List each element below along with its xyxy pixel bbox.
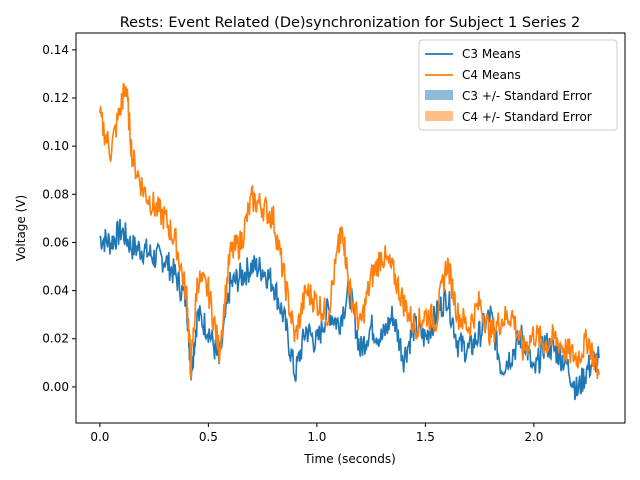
x-tick-label: 1.0 xyxy=(307,430,326,444)
x-tick-label: 0.0 xyxy=(90,430,109,444)
y-axis: 0.00 0.02 0.04 0.06 0.08 0.10 0.12 0.14 xyxy=(42,43,76,394)
y-tick-label: 0.12 xyxy=(42,91,69,105)
legend-label-c4-error: C4 +/- Standard Error xyxy=(462,110,592,124)
y-axis-label: Voltage (V) xyxy=(14,195,28,261)
y-tick-label: 0.06 xyxy=(42,235,69,249)
x-axis: 0.0 0.5 1.0 1.5 2.0 xyxy=(90,423,543,444)
plot-area xyxy=(99,80,600,403)
x-tick-label: 0.5 xyxy=(199,430,218,444)
axes-frame xyxy=(75,32,626,424)
y-tick-label: 0.08 xyxy=(42,187,69,201)
series-line-c3-means xyxy=(99,218,600,401)
y-tick-label: 0.10 xyxy=(42,139,69,153)
series-line-c4-means xyxy=(99,83,600,380)
legend-box xyxy=(418,39,618,131)
legend-label-c3-error: C3 +/- Standard Error xyxy=(462,89,592,103)
legend-swatch-c3-error xyxy=(425,90,453,100)
y-tick-label: 0.04 xyxy=(42,284,69,298)
x-tick-label: 1.5 xyxy=(416,430,435,444)
error-band-c3 xyxy=(99,216,600,403)
legend: C3 Means C4 Means C3 +/- Standard Error … xyxy=(418,39,618,131)
legend-swatch-c4-error xyxy=(425,111,453,121)
x-tick-label: 2.0 xyxy=(524,430,543,444)
x-axis-label: Time (seconds) xyxy=(303,452,396,466)
y-tick-label: 0.02 xyxy=(42,332,69,346)
y-tick-label: 0.14 xyxy=(42,43,69,57)
legend-label-c3-means: C3 Means xyxy=(462,47,521,61)
chart-title: Rests: Event Related (De)synchronization… xyxy=(120,15,581,31)
legend-label-c4-means: C4 Means xyxy=(462,68,521,82)
y-tick-label: 0.00 xyxy=(42,380,69,394)
